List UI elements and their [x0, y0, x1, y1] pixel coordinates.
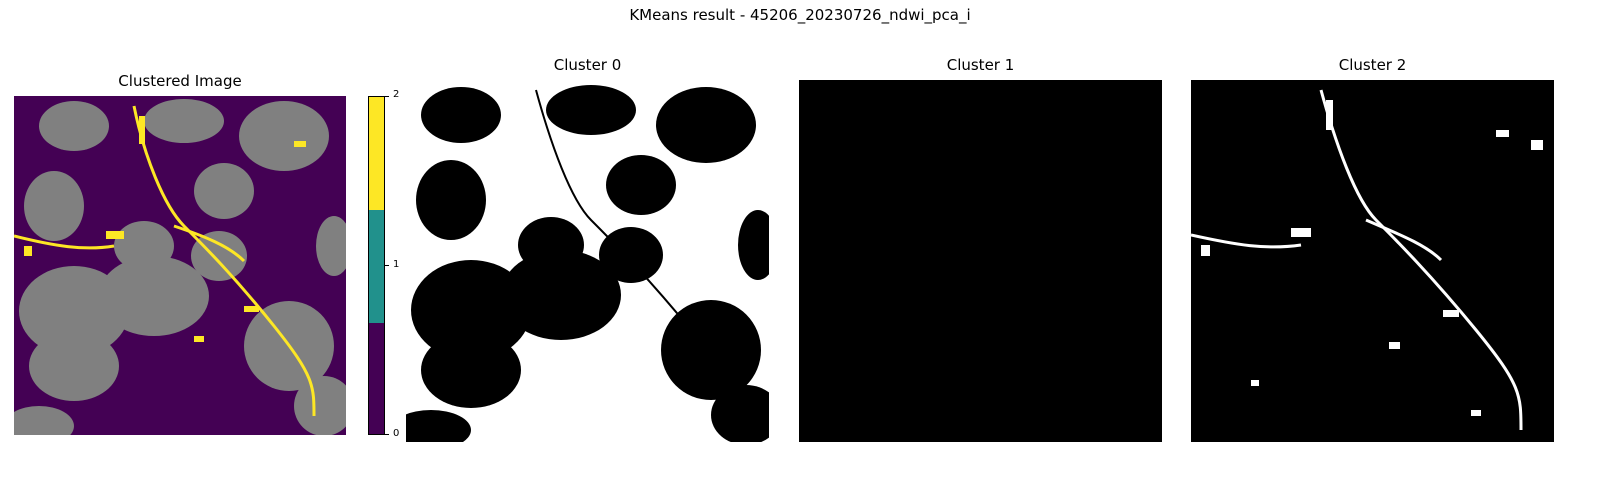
colorbar-tick-2: [385, 96, 389, 97]
colorbar-tick-0: [385, 434, 389, 435]
figure-suptitle: KMeans result - 45206_20230726_ndwi_pca_…: [629, 6, 971, 24]
colorbar-ticklabel-1: 1: [393, 259, 400, 270]
cluster-0-mask: [406, 80, 769, 442]
colorbar-ticklabel-2: 2: [393, 89, 400, 100]
panel-title-cluster-2: Cluster 2: [1338, 56, 1407, 74]
panel-title-clustered: Clustered Image: [118, 72, 242, 90]
colorbar-ticklabel-0: 0: [393, 428, 400, 439]
colorbar-segment-0: [369, 323, 384, 434]
panel-title-cluster-1: Cluster 1: [946, 56, 1015, 74]
cluster-2-mask: [1191, 80, 1554, 442]
colorbar-segment-1: [369, 210, 384, 323]
colorbar-tick-1: [385, 265, 389, 266]
panel-title-cluster-0: Cluster 0: [553, 56, 622, 74]
clustered-image: [14, 96, 346, 435]
colorbar-segment-2: [369, 97, 384, 210]
cluster-1-mask: [799, 80, 1162, 442]
colorbar: [368, 96, 385, 435]
